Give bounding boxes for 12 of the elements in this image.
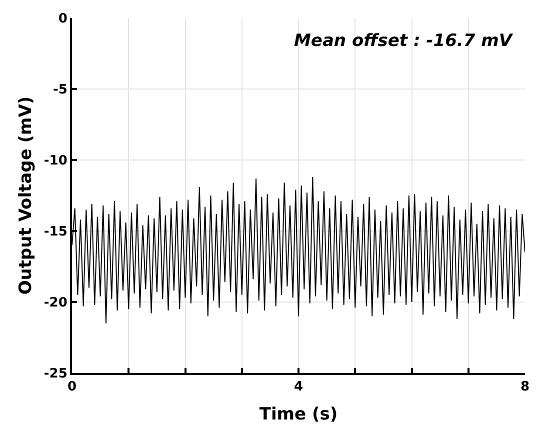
y-tick-label: -25 <box>44 366 68 382</box>
x-tick-label: 0 <box>67 380 77 395</box>
annotation: Mean offset : -16.7 mV <box>294 31 514 51</box>
y-tick-label: -15 <box>44 224 68 240</box>
x-tick-label: 8 <box>520 380 530 395</box>
y-tick-label: -5 <box>52 82 68 98</box>
y-tick-label: 0 <box>58 12 68 27</box>
y-tick-label: -10 <box>44 154 68 169</box>
x-tick-label: 4 <box>294 380 304 395</box>
x-axis-title: Time (s) <box>259 404 338 424</box>
y-axis-title: Output Voltage (mV) <box>16 96 36 295</box>
y-tick-label: -20 <box>44 296 68 311</box>
